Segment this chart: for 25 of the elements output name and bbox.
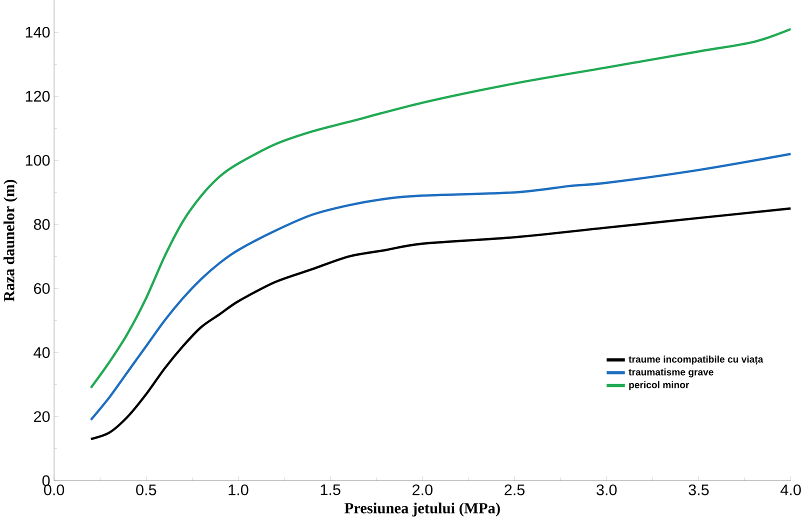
x-tick-label: 3.5 [688, 484, 709, 496]
y-tick-label: 40 [34, 347, 50, 358]
y-tick-label: 60 [34, 283, 50, 294]
y-axis-title: Raza daunelor (m) [4, 180, 18, 302]
x-tick-label: 2.0 [412, 484, 432, 496]
y-tick-label: 120 [26, 90, 50, 102]
legend-label: traume incompatibile cu viața [628, 356, 764, 365]
line-series [90, 28, 791, 389]
line-series [90, 207, 791, 440]
y-tick-label: 20 [34, 411, 50, 422]
y-tick-label: 80 [34, 218, 50, 230]
x-tick-label: 1.5 [320, 484, 340, 496]
y-tick-label: 0 [42, 475, 50, 486]
x-tick-label: 2.5 [504, 484, 525, 496]
x-axis-title: Presiunea jetului (MPa) [344, 502, 500, 516]
legend-label: pericol minor [629, 381, 690, 390]
x-tick-label: 1.0 [228, 484, 248, 496]
x-tick-label: 0.0 [44, 484, 64, 496]
x-tick-label: 3.0 [596, 484, 617, 496]
line-series [90, 152, 791, 421]
y-tick-label: 140 [26, 26, 50, 38]
y-tick-label: 100 [26, 154, 50, 166]
legend-label: traumatisme grave [628, 368, 714, 378]
x-tick-label: 4.0 [780, 484, 801, 496]
x-tick-label: 0.5 [136, 484, 156, 496]
